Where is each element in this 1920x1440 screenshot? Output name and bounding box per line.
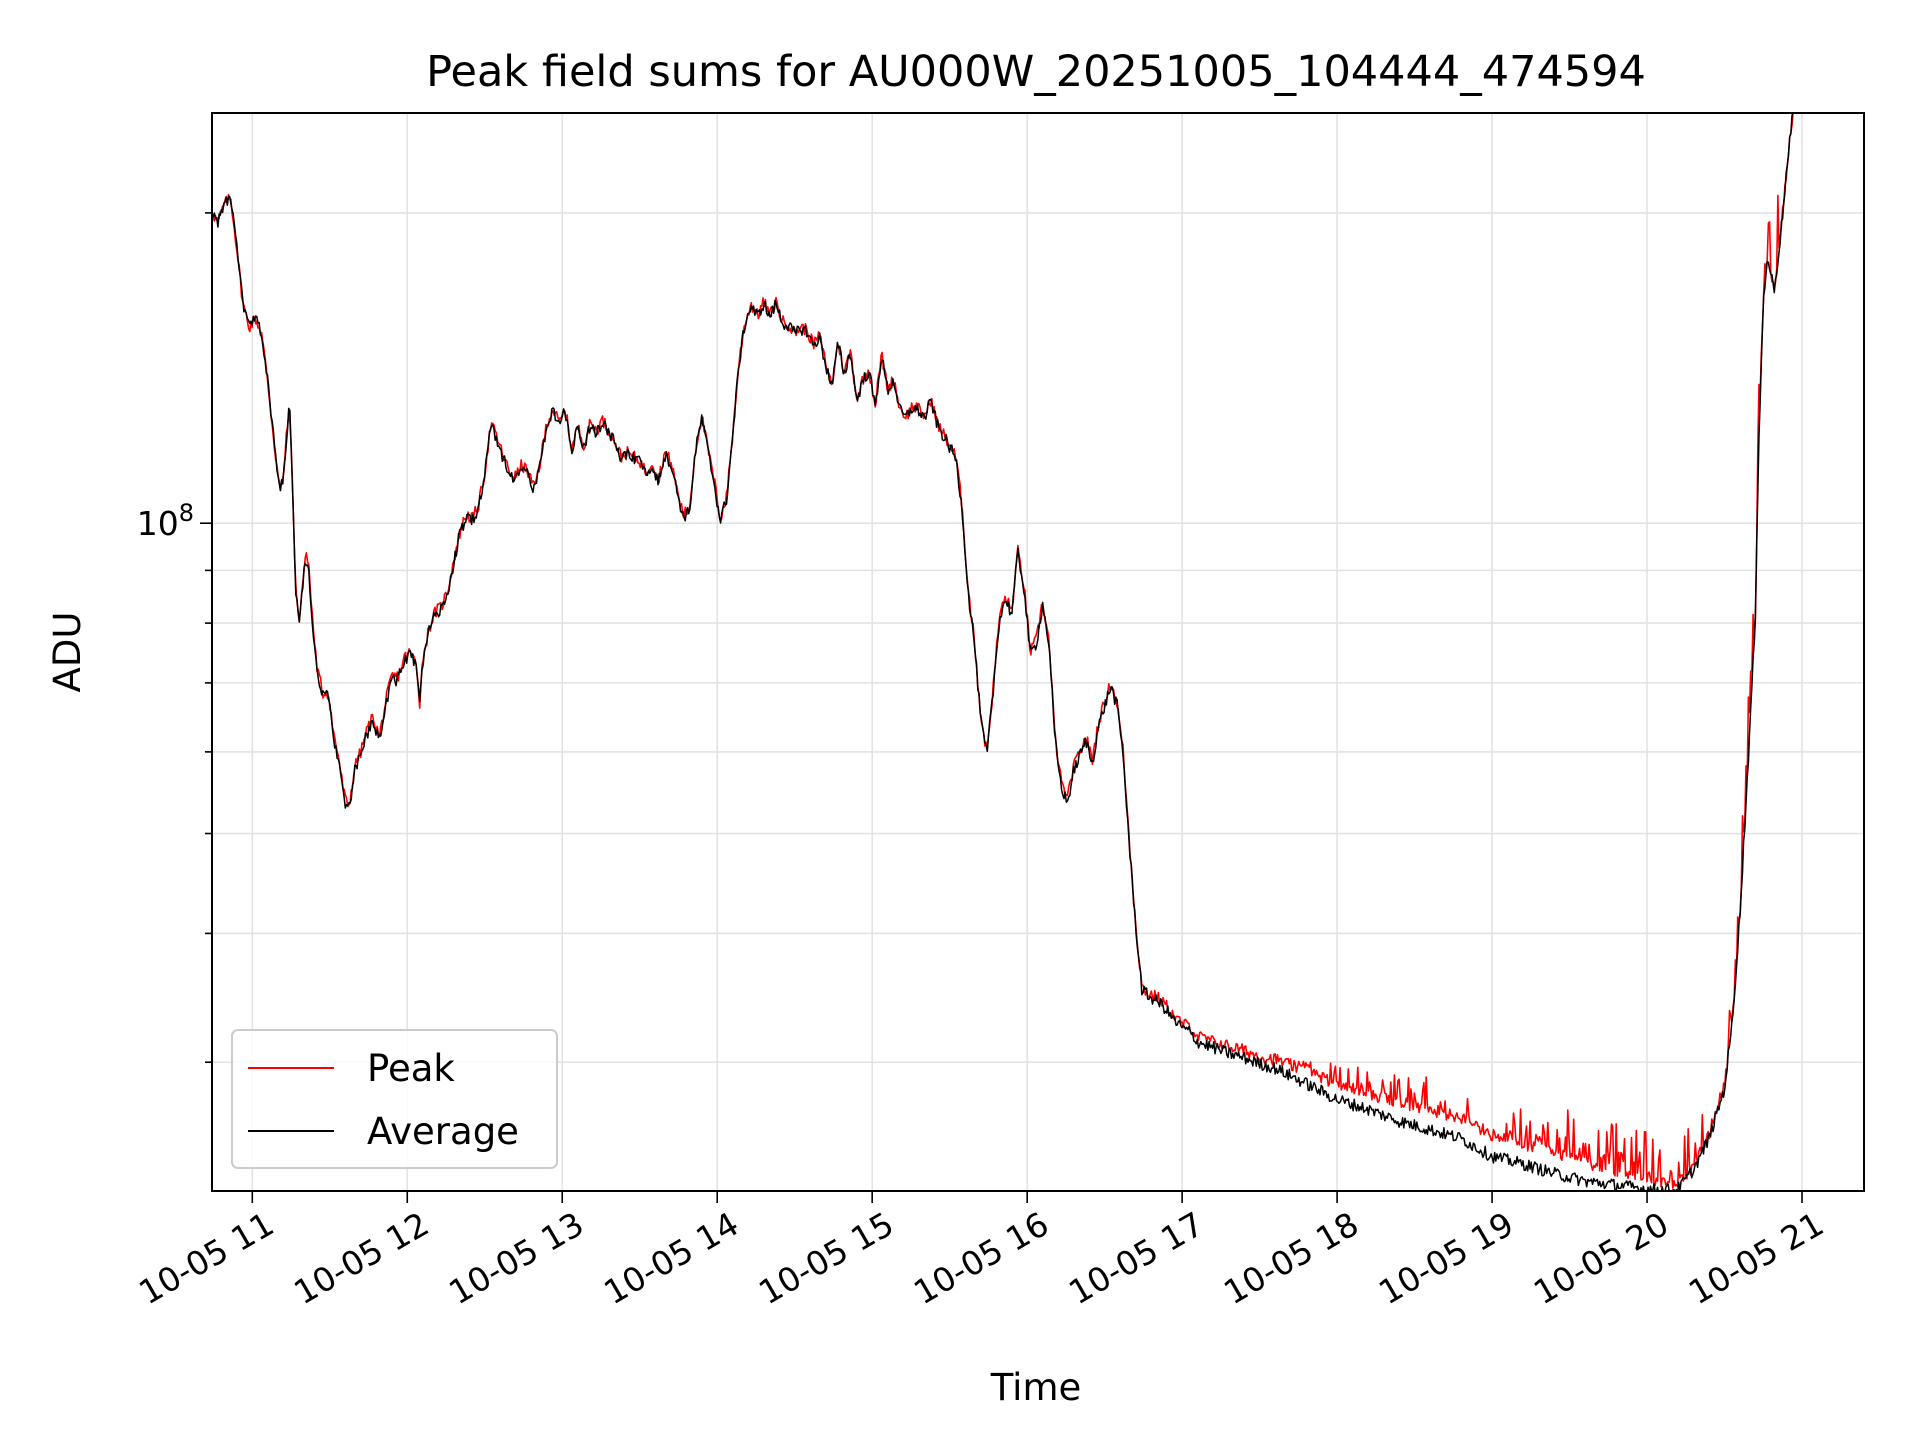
grid xyxy=(212,113,1864,1191)
legend-label-average: Average xyxy=(367,1110,519,1153)
chart-title: Peak field sums for AU000W_20251005_1044… xyxy=(426,47,1646,97)
legend: Peak Average xyxy=(231,1029,558,1169)
series-line-average xyxy=(212,113,1794,1191)
legend-label-peak: Peak xyxy=(367,1047,455,1090)
series-group xyxy=(212,113,1794,1191)
legend-box xyxy=(231,1029,558,1169)
x-axis-label: Time xyxy=(990,1366,1082,1409)
plot-frame xyxy=(211,112,1865,1192)
y-tick-label: 108 xyxy=(137,499,194,543)
y-axis-label: ADU xyxy=(46,612,89,693)
